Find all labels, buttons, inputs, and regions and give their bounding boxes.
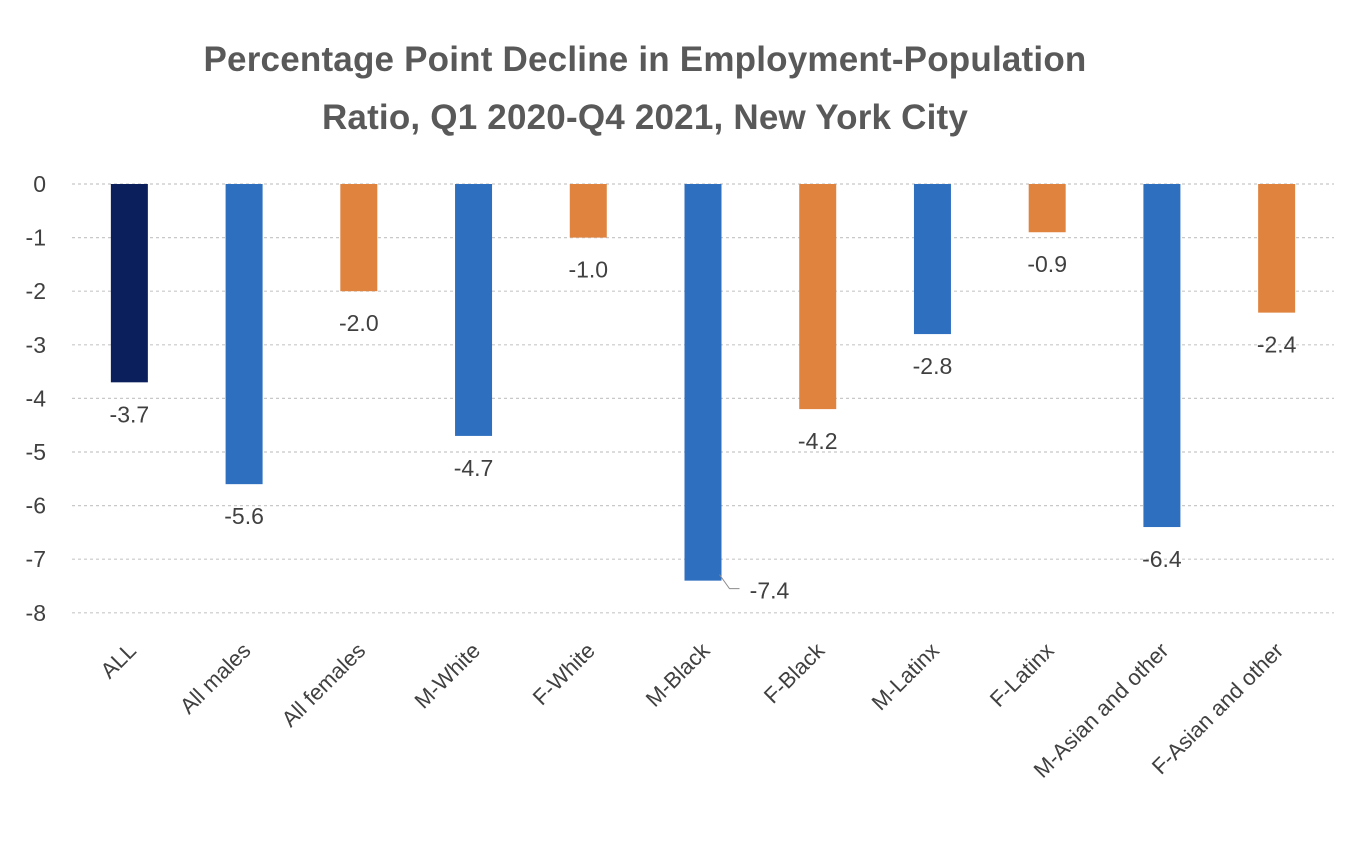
data-label: -0.9 xyxy=(1027,251,1067,277)
bar xyxy=(340,184,378,292)
data-label: -3.7 xyxy=(110,401,150,427)
x-tick-label: M-Latinx xyxy=(867,638,944,715)
data-label: -6.4 xyxy=(1142,546,1182,572)
data-label: -7.4 xyxy=(750,578,790,604)
bar xyxy=(569,184,607,238)
y-tick-label: -6 xyxy=(26,493,46,519)
data-label: -4.7 xyxy=(454,455,494,481)
y-tick-label: -8 xyxy=(26,600,46,626)
x-tick-label: F-White xyxy=(528,638,600,710)
bar xyxy=(799,184,837,410)
data-label: -4.2 xyxy=(798,428,838,454)
bar xyxy=(1258,184,1296,313)
x-tick-label: All females xyxy=(277,638,371,732)
x-tick-label: F-Latinx xyxy=(985,638,1059,712)
y-tick-label: -5 xyxy=(26,439,46,465)
x-tick-label: ALL xyxy=(96,638,141,683)
y-tick-label: -2 xyxy=(26,278,46,304)
bar xyxy=(225,184,263,485)
y-tick-label: -4 xyxy=(26,385,47,411)
x-tick-label: M-Black xyxy=(641,637,716,712)
bar xyxy=(684,184,722,581)
y-tick-label: -7 xyxy=(26,546,46,572)
bar xyxy=(1028,184,1066,233)
bar xyxy=(455,184,493,436)
y-tick-label: -3 xyxy=(26,332,46,358)
y-tick-label: -1 xyxy=(26,225,46,251)
bar xyxy=(913,184,951,335)
bar xyxy=(110,184,148,383)
data-label: -2.4 xyxy=(1257,332,1297,358)
data-label-leader-line xyxy=(719,574,740,590)
data-label: -2.8 xyxy=(913,353,953,379)
chart-title-line-2: Ratio, Q1 2020-Q4 2021, New York City xyxy=(321,98,969,137)
y-tick-label: 0 xyxy=(33,171,46,197)
bar xyxy=(1143,184,1181,528)
x-tick-label: M-White xyxy=(409,638,485,714)
x-tick-label: All males xyxy=(175,638,256,719)
data-label: -5.6 xyxy=(224,503,264,529)
data-label: -2.0 xyxy=(339,310,379,336)
x-tick-label: F-Black xyxy=(759,637,830,708)
chart-title-line-1: Percentage Point Decline in Employment-P… xyxy=(203,40,1087,79)
data-label: -1.0 xyxy=(568,257,608,283)
